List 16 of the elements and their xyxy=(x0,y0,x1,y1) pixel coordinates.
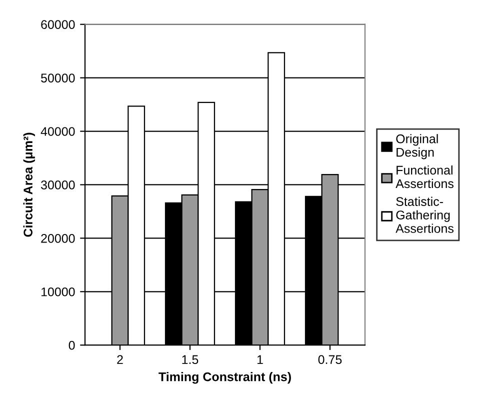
y-tick-label: 20000 xyxy=(41,234,75,243)
x-tick-label: 1.5 xyxy=(182,355,198,364)
y-axis-title: Circuit Area (μm²) xyxy=(23,132,35,237)
y-tick-label: 50000 xyxy=(41,74,75,82)
x-tick-label: 2 xyxy=(117,355,123,364)
y-tick-label: 30000 xyxy=(41,180,75,190)
x-tick-label: 0.75 xyxy=(318,355,342,364)
y-tick-label: 40000 xyxy=(40,127,75,136)
y-tick-label: 0 xyxy=(68,340,75,350)
legend-label: Functional Assertions xyxy=(396,165,454,188)
legend-label: Original Design xyxy=(396,134,438,160)
y-tick-label: 10000 xyxy=(41,287,75,296)
legend-label: Statistic-Gathering Assertions xyxy=(396,196,454,233)
x-tick-label: 1 xyxy=(257,355,263,364)
y-tick-label: 60000 xyxy=(41,20,75,30)
x-axis-title: Timing Constraint (ns) xyxy=(158,372,291,384)
